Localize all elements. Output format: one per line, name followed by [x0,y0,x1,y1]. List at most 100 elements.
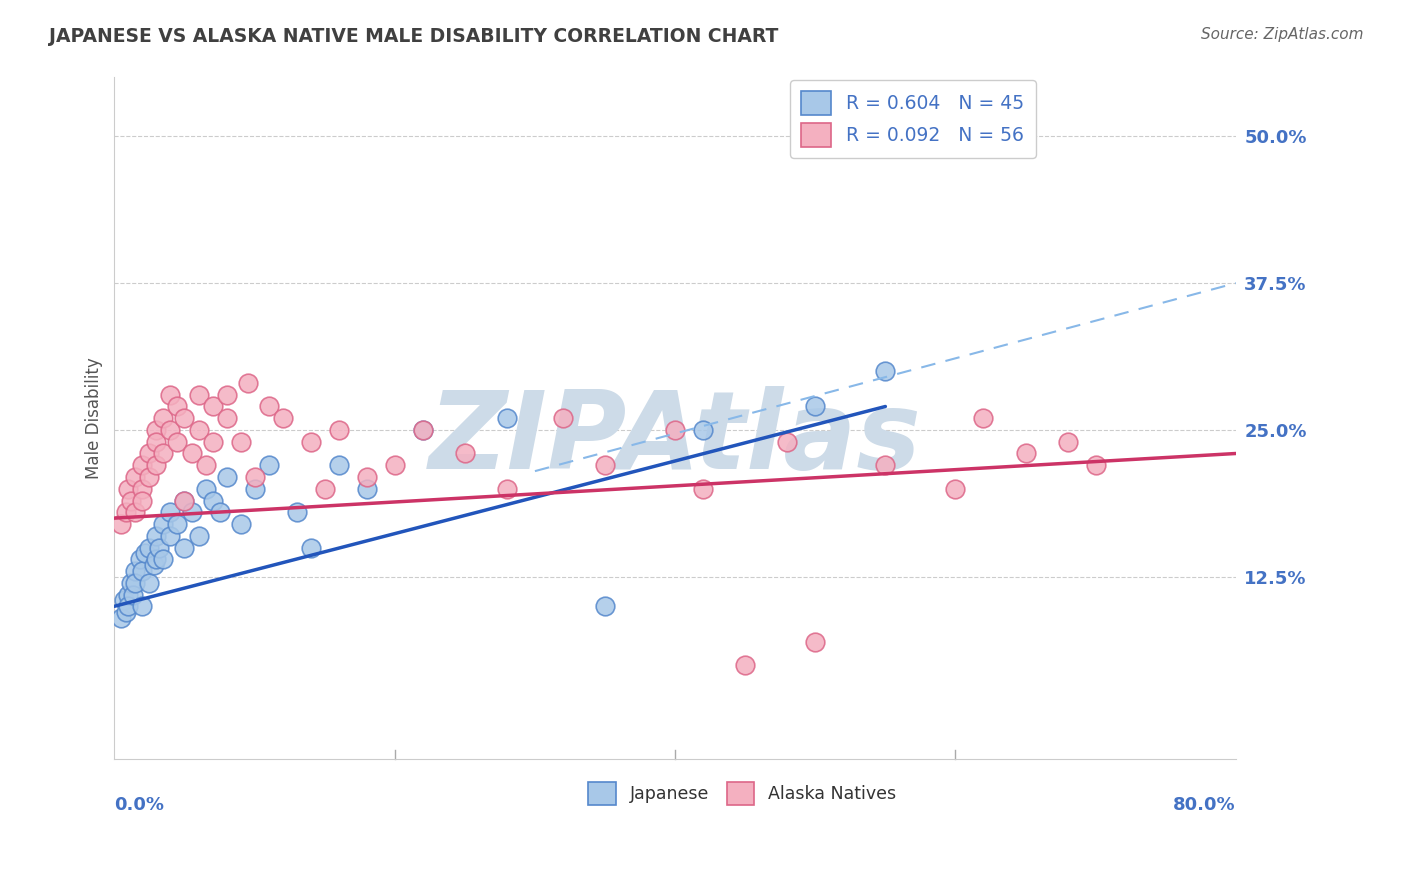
Point [496,482,519,496]
Point [551,411,574,425]
Point [114,605,136,619]
Point [229,516,252,531]
Point [187,388,209,402]
Point [593,458,616,473]
Text: JAPANESE VS ALASKA NATIVE MALE DISABILITY CORRELATION CHART: JAPANESE VS ALASKA NATIVE MALE DISABILIT… [49,27,779,45]
Text: 0.0%: 0.0% [114,797,165,814]
Point [875,364,897,378]
Point [124,575,146,590]
Point [173,541,195,555]
Point [236,376,259,390]
Point [124,564,146,578]
Point [152,552,174,566]
Point [173,493,195,508]
Point [314,482,336,496]
Point [187,423,209,437]
Point [496,411,519,425]
Point [110,516,132,531]
Point [1014,446,1036,460]
Point [120,493,142,508]
Point [110,611,132,625]
Point [201,493,224,508]
Point [734,658,756,673]
Point [142,558,165,573]
Point [875,458,897,473]
Point [117,588,139,602]
Point [285,505,308,519]
Point [128,552,150,566]
Point [593,599,616,614]
Point [159,388,181,402]
Point [124,505,146,519]
Point [121,588,143,602]
Point [180,505,202,519]
Point [131,482,153,496]
Point [166,400,188,414]
Point [412,423,434,437]
Point [120,575,142,590]
Point [384,458,406,473]
Point [159,529,181,543]
Point [131,599,153,614]
Point [138,446,160,460]
Point [173,411,195,425]
Text: Source: ZipAtlas.com: Source: ZipAtlas.com [1201,27,1364,42]
Point [299,434,322,449]
Point [134,546,156,560]
Point [112,593,135,607]
Point [131,564,153,578]
Point [1056,434,1078,449]
Y-axis label: Male Disability: Male Disability [86,358,103,479]
Point [776,434,799,449]
Point [145,423,167,437]
Point [692,482,714,496]
Point [356,482,378,496]
Text: ZIPAtlas: ZIPAtlas [429,385,921,491]
Point [194,458,217,473]
Point [664,423,686,437]
Point [257,400,280,414]
Point [131,458,153,473]
Point [412,423,434,437]
Point [145,458,167,473]
Point [201,434,224,449]
Point [257,458,280,473]
Point [166,516,188,531]
Point [215,470,238,484]
Point [187,529,209,543]
Point [208,505,231,519]
Point [138,575,160,590]
Point [804,634,827,648]
Point [152,446,174,460]
Point [138,470,160,484]
Point [166,434,188,449]
Point [1084,458,1107,473]
Point [215,388,238,402]
Point [114,505,136,519]
Point [328,458,350,473]
Point [131,493,153,508]
Point [117,599,139,614]
Point [229,434,252,449]
Point [180,446,202,460]
Point [145,434,167,449]
Point [243,470,266,484]
Point [299,541,322,555]
Point [138,541,160,555]
Point [152,516,174,531]
Point [194,482,217,496]
Point [117,482,139,496]
Point [356,470,378,484]
Point [159,423,181,437]
Point [804,400,827,414]
Point [124,470,146,484]
Point [692,423,714,437]
Point [148,541,170,555]
Point [454,446,477,460]
Point [215,411,238,425]
Point [328,423,350,437]
Point [271,411,294,425]
Point [145,529,167,543]
Point [173,493,195,508]
Point [201,400,224,414]
